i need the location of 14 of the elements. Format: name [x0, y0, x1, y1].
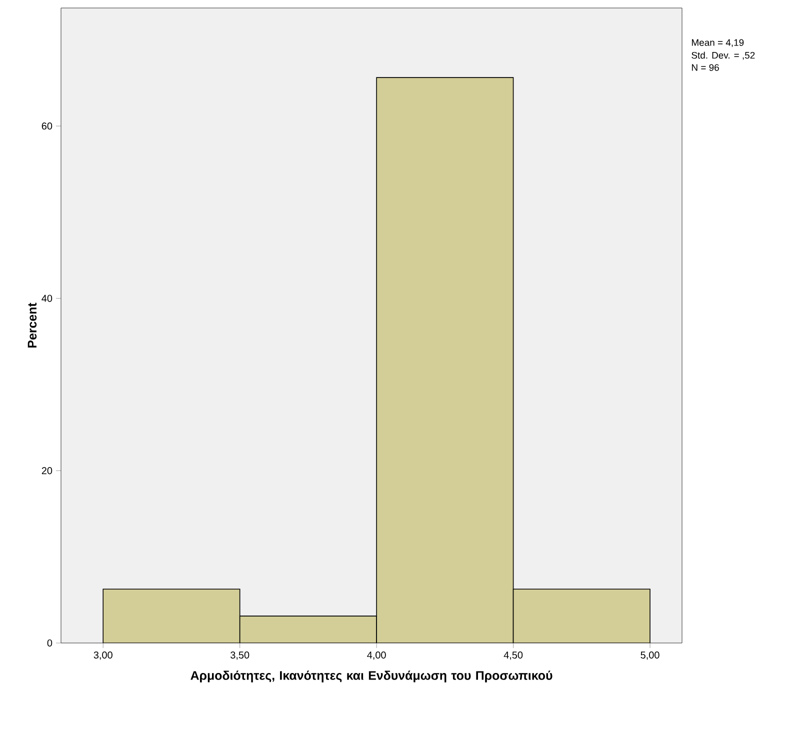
text: Mean = 4,19 [692, 39, 744, 48]
x-tick-label: 3,00 [94, 652, 112, 660]
y-tick-label: 0 [47, 639, 52, 647]
y-tick-label: 40 [42, 294, 52, 302]
y-tick-label: 20 [42, 467, 52, 474]
text: N = 96 [692, 64, 719, 71]
text: Std. Dev. = ,52 [692, 52, 755, 60]
x-tick-label: 5,00 [640, 652, 660, 660]
x-tick-label: 4,00 [367, 652, 386, 660]
x-axis-title: Αρμοδιότητες, Ικανότητες και Ενδυνάμωση του Προσωπικού [190, 670, 552, 682]
y-tick-label: 60 [42, 122, 52, 130]
x-tick-label: 4,50 [504, 652, 523, 660]
x-tick-label: 3,50 [230, 652, 250, 660]
y-axis-title: Percent [28, 302, 37, 348]
